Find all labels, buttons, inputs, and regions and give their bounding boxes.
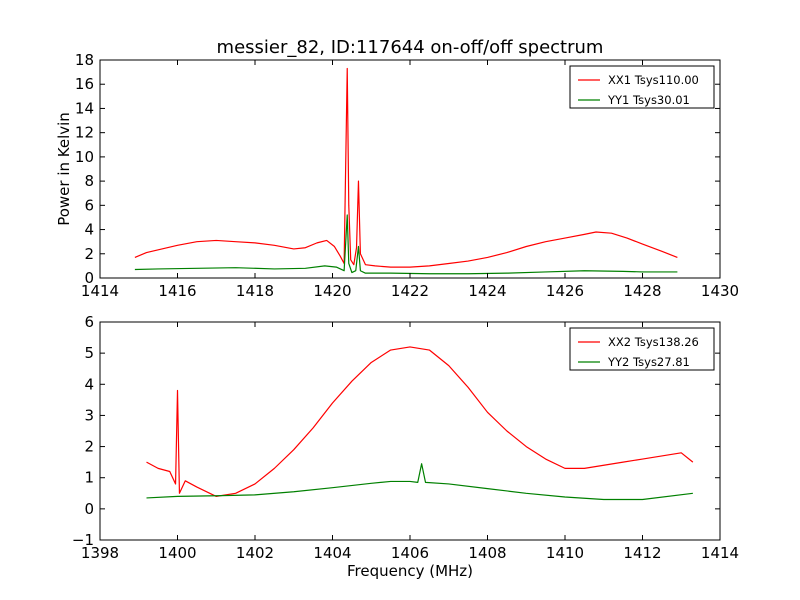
y-axis-label: Power in Kelvin [55, 112, 73, 226]
series-line-yy1 [134, 214, 678, 275]
x-tick-label: 1402 [236, 544, 274, 562]
x-tick-label: 1414 [701, 544, 739, 562]
x-tick-label: 1414 [81, 282, 119, 300]
top-plot-lines [134, 67, 678, 275]
x-tick-label: 1422 [391, 282, 429, 300]
x-tick-label: 1430 [701, 282, 739, 300]
x-tick-label: 1416 [158, 282, 196, 300]
legend-label: YY2 Tsys27.81 [607, 355, 690, 369]
x-axis-label: Frequency (MHz) [347, 562, 473, 580]
y-tick-label: 0 [84, 269, 94, 287]
y-tick-label: 16 [75, 75, 94, 93]
y-tick-label: 14 [75, 99, 94, 117]
x-tick-label: 1424 [468, 282, 506, 300]
y-tick-label: 2 [84, 438, 94, 456]
y-tick-label: 0 [84, 500, 94, 518]
legend-label: XX2 Tsys138.26 [608, 335, 699, 349]
x-tick-label: 1404 [313, 544, 351, 562]
x-tick-label: 1426 [546, 282, 584, 300]
x-tick-label: 1410 [546, 544, 584, 562]
bottom-axes: 1398 1400 1402 1404 1406 1408 1410 1412 1414 −1 0 1… [72, 313, 739, 562]
bottom-legend: XX2 Tsys138.26 YY2 Tsys27.81 [569, 327, 715, 371]
x-tick-label: 1412 [623, 544, 661, 562]
x-tick-label: 1408 [468, 544, 506, 562]
y-tick-label: 2 [84, 245, 94, 263]
series-line-yy2 [146, 463, 693, 501]
y-tick-label: 6 [84, 196, 94, 214]
top-legend: XX1 Tsys110.00 YY1 Tsys30.01 [569, 65, 715, 109]
y-tick-label: 4 [84, 375, 94, 393]
x-tick-label: 1406 [391, 544, 429, 562]
series-line-xx1 [134, 67, 678, 268]
x-tick-label: 1420 [313, 282, 351, 300]
top-axis-ticks: 1414 1416 1418 1420 1422 1424 1426 1428 14300246… [75, 51, 739, 300]
series-line-xx2 [146, 346, 694, 497]
x-tick-label: 1428 [623, 282, 661, 300]
legend-label: XX1 Tsys110.00 [608, 73, 699, 87]
y-tick-label: 18 [75, 51, 94, 69]
legend-box [569, 327, 715, 371]
y-tick-label: 8 [84, 172, 94, 190]
x-tick-label: 1400 [158, 544, 196, 562]
bottom-axis-ticks: 1398 1400 1402 1404 1406 1408 1410 1412 1414 −1 0 1… [72, 313, 739, 562]
legend-label: YY1 Tsys30.01 [607, 93, 690, 107]
y-tick-label: 1 [84, 469, 94, 487]
bottom-plot-lines [146, 346, 694, 501]
y-tick-label: 3 [84, 406, 94, 424]
y-tick-label: 10 [75, 148, 94, 166]
x-tick-label: 1418 [236, 282, 274, 300]
legend-box [569, 65, 715, 109]
y-tick-label: −1 [72, 531, 94, 549]
y-tick-label: 5 [84, 344, 94, 362]
y-tick-label: 6 [84, 313, 94, 331]
x-tick-label: 1398 [81, 544, 119, 562]
chart-title: messier_82, ID:117644 on-off/off spectru… [217, 37, 604, 58]
top-axes: 1414 1416 1418 1420 1422 1424 1426 1428 14300246… [75, 51, 739, 300]
y-tick-label: 12 [75, 124, 94, 142]
y-tick-label: 4 [84, 221, 94, 239]
